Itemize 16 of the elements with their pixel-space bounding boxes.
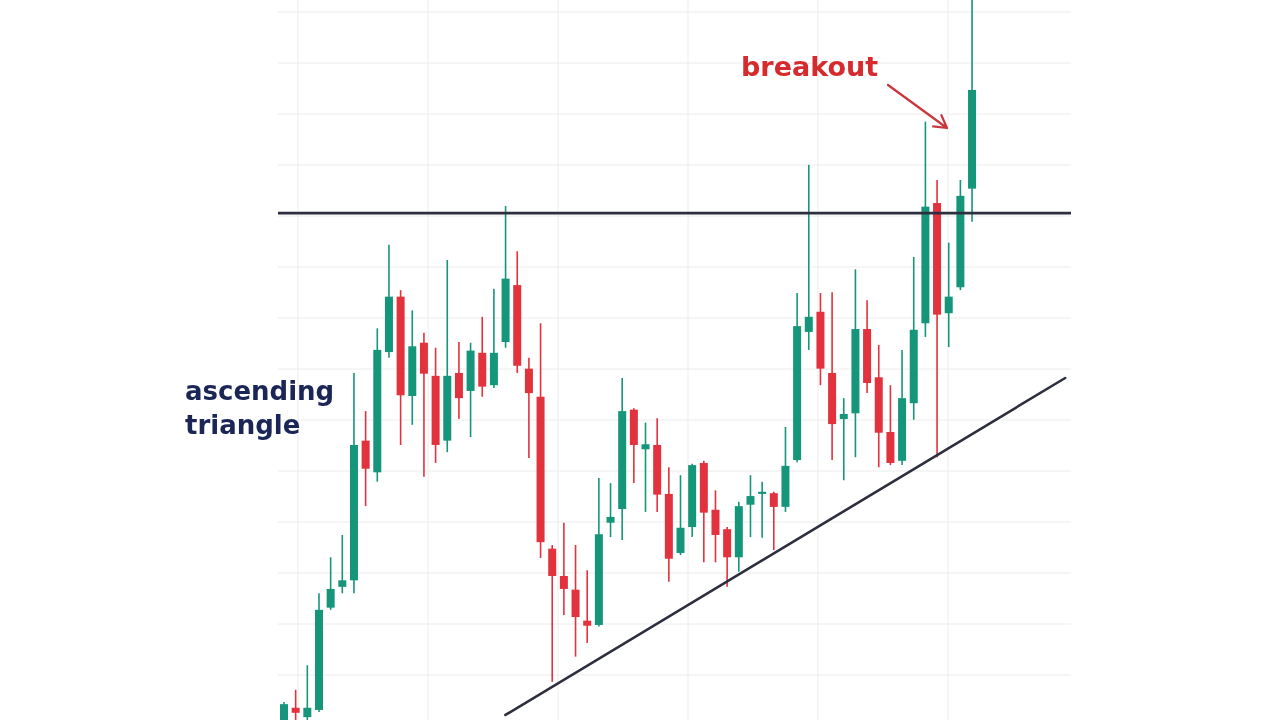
candlestick xyxy=(559,521,568,616)
candlestick xyxy=(583,569,592,644)
candlestick xyxy=(804,164,813,351)
candlestick xyxy=(338,534,347,595)
candlestick xyxy=(758,480,767,539)
annotation: breakout xyxy=(741,50,880,84)
candlestick xyxy=(944,241,953,348)
annotation: ascending triangle xyxy=(185,375,336,442)
candlestick xyxy=(641,421,650,513)
candlestick xyxy=(326,556,335,611)
candlestick xyxy=(839,397,848,482)
candlestick xyxy=(303,664,312,720)
candlestick xyxy=(769,490,778,551)
candlestick xyxy=(606,482,615,538)
candlestick xyxy=(746,474,755,538)
candlestick xyxy=(291,688,300,720)
